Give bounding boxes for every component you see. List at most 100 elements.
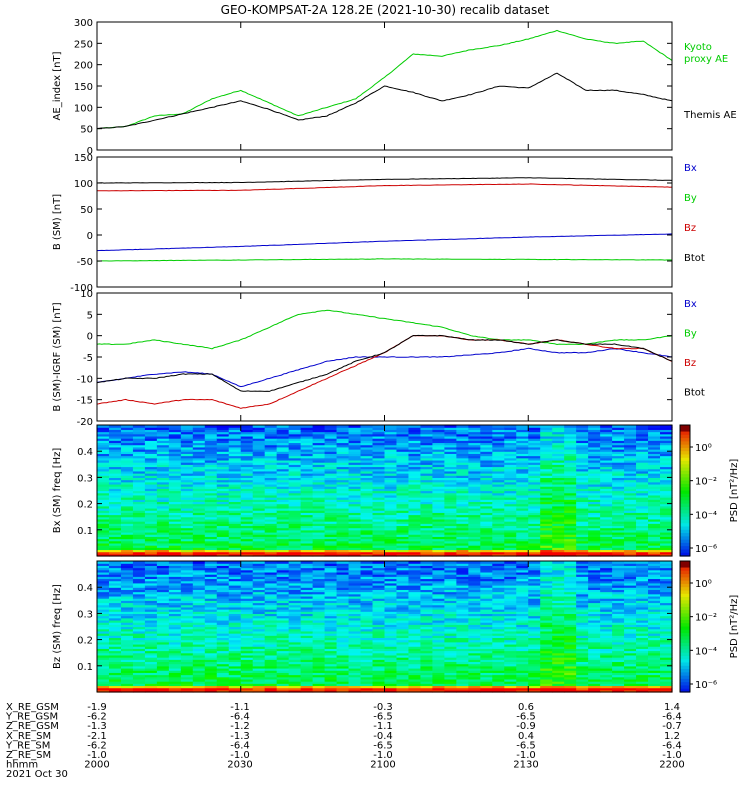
psd-cell [108, 565, 122, 569]
y-axis-label: Bx (SM) freq [Hz] [52, 448, 63, 534]
psd-cell [384, 492, 398, 496]
psd-cell [408, 449, 422, 452]
psd-cell [192, 446, 206, 450]
psd-cell [540, 536, 553, 540]
psd-cell [648, 521, 661, 524]
psd-cell [336, 514, 350, 518]
psd-cell [132, 617, 146, 621]
psd-cell [408, 549, 422, 553]
psd-cell [348, 505, 362, 509]
psd-cell [276, 494, 290, 498]
psd-cell [528, 540, 541, 544]
psd-cell [204, 593, 218, 597]
psd-cell [420, 470, 434, 474]
psd-cell [240, 687, 254, 691]
psd-cell [180, 591, 194, 595]
psd-cell [180, 602, 194, 606]
psd-cell [300, 438, 314, 441]
psd-cell [396, 672, 410, 676]
psd-cell [120, 479, 134, 483]
psd-cell [120, 659, 134, 663]
psd-cell [264, 466, 278, 470]
psd-cell [540, 429, 553, 433]
psd-cell [432, 628, 445, 632]
psd-cell [180, 534, 194, 537]
psd-cell [660, 483, 673, 487]
psd-cell [204, 525, 218, 529]
psd-cell [528, 479, 541, 483]
psd-cell [396, 551, 410, 555]
psd-cell [216, 477, 230, 481]
psd-cell [180, 457, 194, 461]
psd-cell [492, 540, 505, 544]
psd-cell [564, 462, 577, 465]
psd-cell [288, 604, 302, 608]
psd-cell [396, 565, 410, 569]
psd-cell [324, 606, 338, 610]
psd-cell [204, 442, 218, 446]
psd-cell [444, 459, 457, 463]
psd-cell [516, 529, 529, 533]
psd-cell [204, 602, 218, 606]
psd-cell [240, 512, 254, 516]
psd-cell [192, 505, 206, 509]
psd-cell [324, 473, 338, 476]
psd-cell [97, 630, 110, 634]
psd-cell [564, 475, 577, 478]
psd-cell [456, 565, 469, 569]
psd-cell [120, 429, 134, 433]
psd-cell [360, 672, 374, 676]
psd-cell [420, 622, 434, 625]
psd-cell [648, 446, 661, 450]
psd-cell [432, 523, 445, 527]
psd-cell [660, 470, 673, 474]
psd-cell [612, 459, 625, 463]
psd-cell [336, 676, 350, 680]
psd-cell [252, 635, 266, 639]
psd-cell [120, 567, 134, 571]
psd-cell [408, 457, 422, 461]
psd-cell [108, 431, 122, 435]
psd-cell [252, 626, 266, 630]
psd-cell [288, 672, 302, 676]
psd-cell [660, 473, 673, 476]
psd-cell [516, 521, 529, 524]
psd-cell [648, 525, 661, 529]
psd-cell [264, 685, 278, 689]
psd-cell [168, 455, 182, 459]
psd-cell [192, 490, 206, 494]
psd-cell [204, 681, 218, 684]
psd-cell [216, 641, 230, 645]
psd-cell [264, 451, 278, 454]
psd-cell [97, 473, 110, 476]
psd-cell [624, 479, 637, 483]
psd-cell [288, 538, 302, 542]
legend-entry: Bx [684, 163, 697, 174]
psd-cell [360, 481, 374, 485]
psd-cell [468, 659, 481, 663]
psd-cell [108, 609, 122, 612]
psd-cell [264, 689, 278, 693]
psd-cell [228, 646, 242, 649]
psd-cell [348, 574, 362, 577]
psd-cell [444, 628, 457, 632]
psd-cell [396, 514, 410, 518]
psd-cell [360, 582, 374, 586]
psd-cell [216, 665, 230, 669]
psd-cell [540, 518, 553, 522]
psd-cell [372, 635, 386, 639]
psd-cell [168, 619, 182, 623]
psd-cell [312, 536, 326, 540]
psd-cell [408, 553, 422, 557]
psd-cell [468, 440, 481, 444]
psd-cell [97, 466, 110, 470]
psd-cell [312, 685, 326, 689]
psd-cell [180, 678, 194, 682]
psd-cell [612, 542, 625, 546]
psd-cell [384, 510, 398, 513]
psd-cell [132, 536, 146, 540]
psd-cell [132, 444, 146, 448]
psd-cell [132, 551, 146, 555]
psd-cell [97, 654, 110, 658]
psd-cell [120, 674, 134, 678]
